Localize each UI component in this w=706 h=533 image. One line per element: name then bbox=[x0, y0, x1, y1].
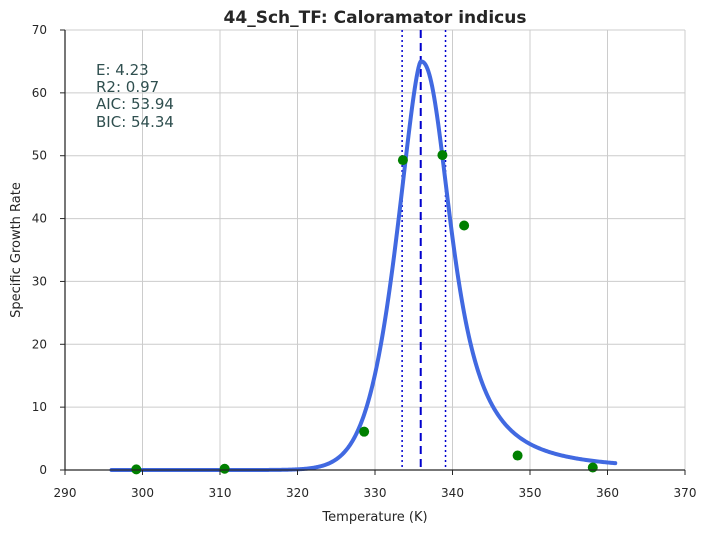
grid bbox=[65, 29, 686, 470]
stat-aic: AIC: 53.94 bbox=[96, 95, 174, 113]
data-point bbox=[437, 150, 448, 161]
y-tick-label: 0 bbox=[39, 463, 47, 477]
x-tick-label: 320 bbox=[286, 486, 309, 500]
y-tick-label: 40 bbox=[32, 212, 47, 226]
y-tick-label: 30 bbox=[32, 274, 47, 288]
data-point bbox=[512, 450, 523, 461]
fit-statistics: E: 4.23 R2: 0.97 AIC: 53.94 BIC: 54.34 bbox=[96, 61, 174, 131]
data-point bbox=[359, 426, 370, 437]
x-tick-label: 310 bbox=[209, 486, 232, 500]
data-point bbox=[397, 155, 408, 166]
x-tick-label: 350 bbox=[519, 486, 542, 500]
data-point bbox=[219, 463, 230, 474]
x-axis-label: Temperature (K) bbox=[321, 510, 427, 525]
axes bbox=[60, 29, 686, 475]
stat-r2: R2: 0.97 bbox=[96, 78, 159, 96]
x-tick-label: 370 bbox=[674, 486, 697, 500]
y-tick-label: 50 bbox=[32, 149, 47, 163]
x-tick-label: 330 bbox=[364, 486, 387, 500]
x-tick-label: 300 bbox=[131, 486, 154, 500]
stat-bic: BIC: 54.34 bbox=[96, 113, 174, 131]
y-tick-label: 20 bbox=[32, 337, 47, 351]
data-point bbox=[131, 464, 142, 475]
y-tick-label: 70 bbox=[32, 23, 47, 37]
tick-labels: 290 300 310 320 330 340 350 360 370 0 10 20 30 40 50 60… bbox=[32, 23, 697, 500]
x-tick-label: 340 bbox=[441, 486, 464, 500]
data-point bbox=[459, 220, 470, 231]
x-tick-label: 290 bbox=[54, 486, 77, 500]
y-axis-label: Specific Growth Rate bbox=[9, 182, 24, 318]
data-point bbox=[587, 462, 598, 473]
vertical-markers bbox=[401, 30, 447, 470]
x-tick-label: 360 bbox=[596, 486, 619, 500]
y-tick-label: 10 bbox=[32, 400, 47, 414]
chart-title: 44_Sch_TF: Caloramator indicus bbox=[224, 8, 527, 28]
stat-e: E: 4.23 bbox=[96, 61, 149, 79]
y-tick-label: 60 bbox=[32, 86, 47, 100]
